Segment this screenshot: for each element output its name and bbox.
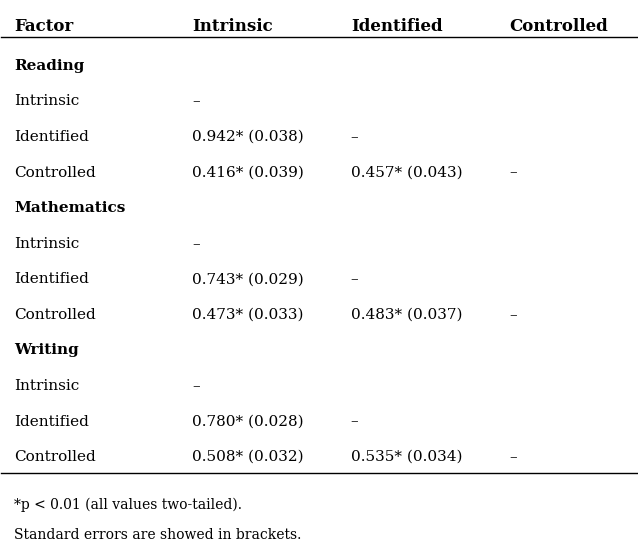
Text: –: – (192, 379, 200, 393)
Text: Intrinsic: Intrinsic (14, 95, 79, 108)
Text: Identified: Identified (14, 130, 89, 144)
Text: Writing: Writing (14, 343, 79, 358)
Text: –: – (351, 415, 359, 428)
Text: Identified: Identified (14, 272, 89, 286)
Text: *p < 0.01 (all values two-tailed).: *p < 0.01 (all values two-tailed). (14, 498, 242, 512)
Text: Controlled: Controlled (14, 450, 96, 464)
Text: Identified: Identified (14, 415, 89, 428)
Text: 0.942* (0.038): 0.942* (0.038) (192, 130, 304, 144)
Text: Identified: Identified (351, 18, 442, 35)
Text: –: – (510, 450, 517, 464)
Text: Factor: Factor (14, 18, 73, 35)
Text: Intrinsic: Intrinsic (14, 379, 79, 393)
Text: Mathematics: Mathematics (14, 201, 126, 215)
Text: 0.535* (0.034): 0.535* (0.034) (351, 450, 463, 464)
Text: –: – (351, 130, 359, 144)
Text: Standard errors are showed in brackets.: Standard errors are showed in brackets. (14, 528, 302, 542)
Text: Intrinsic: Intrinsic (14, 236, 79, 251)
Text: –: – (510, 308, 517, 322)
Text: –: – (192, 236, 200, 251)
Text: 0.483* (0.037): 0.483* (0.037) (351, 308, 463, 322)
Text: 0.473* (0.033): 0.473* (0.033) (192, 308, 304, 322)
Text: Controlled: Controlled (14, 166, 96, 179)
Text: 0.416* (0.039): 0.416* (0.039) (192, 166, 304, 179)
Text: 0.457* (0.043): 0.457* (0.043) (351, 166, 463, 179)
Text: 0.743* (0.029): 0.743* (0.029) (192, 272, 304, 286)
Text: Reading: Reading (14, 59, 84, 73)
Text: 0.508* (0.032): 0.508* (0.032) (192, 450, 304, 464)
Text: –: – (351, 272, 359, 286)
Text: Intrinsic: Intrinsic (192, 18, 272, 35)
Text: 0.780* (0.028): 0.780* (0.028) (192, 415, 304, 428)
Text: Controlled: Controlled (510, 18, 608, 35)
Text: –: – (510, 166, 517, 179)
Text: –: – (192, 95, 200, 108)
Text: Controlled: Controlled (14, 308, 96, 322)
